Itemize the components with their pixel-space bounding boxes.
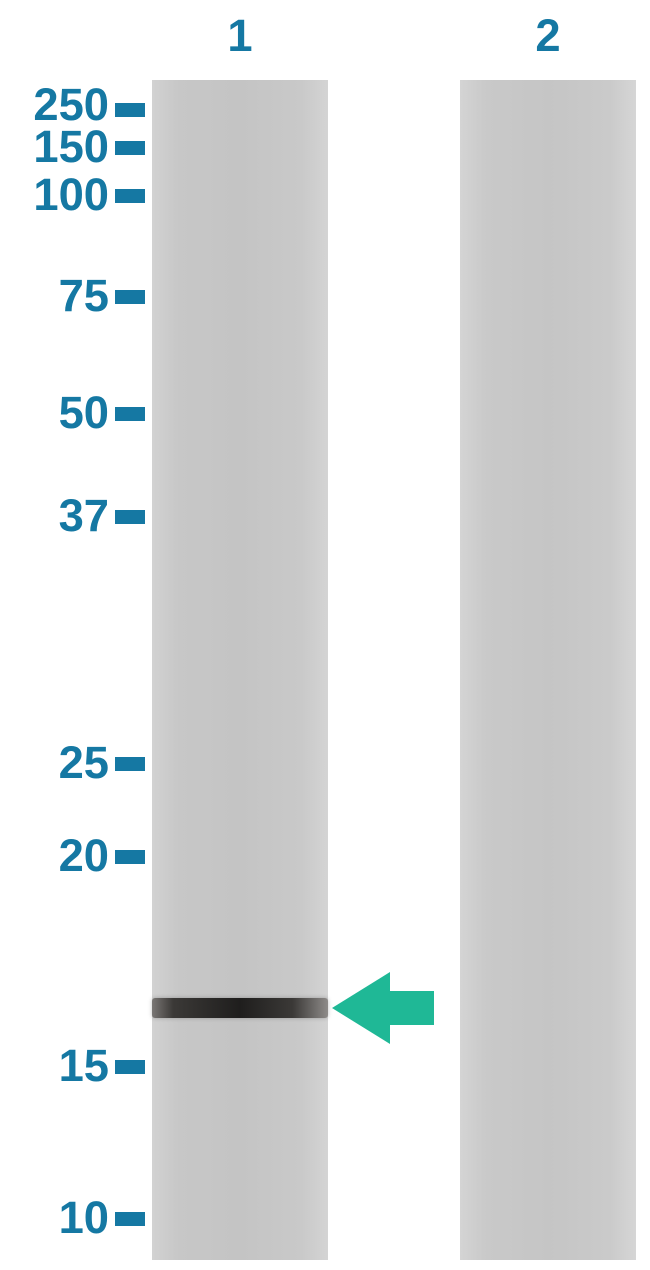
lane-1-header: 1	[218, 10, 262, 62]
mw-label-75: 75	[59, 273, 109, 318]
mw-label-150: 150	[33, 124, 109, 169]
mw-label-15: 15	[59, 1043, 109, 1088]
band-indicator-arrow-head	[332, 972, 390, 1044]
mw-label-25: 25	[59, 740, 109, 785]
mw-tick-150	[115, 141, 145, 155]
lane-1-band-1	[152, 998, 328, 1018]
mw-tick-100	[115, 189, 145, 203]
lane-2	[460, 80, 636, 1260]
mw-tick-20	[115, 850, 145, 864]
lane-2-header: 2	[526, 10, 570, 62]
mw-label-10: 10	[59, 1195, 109, 1240]
mw-label-50: 50	[59, 390, 109, 435]
mw-tick-250	[115, 103, 145, 117]
mw-tick-15	[115, 1060, 145, 1074]
mw-label-37: 37	[59, 493, 109, 538]
lane-1	[152, 80, 328, 1260]
mw-label-100: 100	[33, 172, 109, 217]
mw-tick-50	[115, 407, 145, 421]
mw-tick-10	[115, 1212, 145, 1226]
mw-tick-75	[115, 290, 145, 304]
mw-label-20: 20	[59, 833, 109, 878]
band-indicator-arrow-shaft	[390, 991, 434, 1025]
mw-tick-25	[115, 757, 145, 771]
western-blot-figure: 1 2 250 150 100 75 50 37 25 20 15 10	[0, 0, 650, 1270]
mw-tick-37	[115, 510, 145, 524]
